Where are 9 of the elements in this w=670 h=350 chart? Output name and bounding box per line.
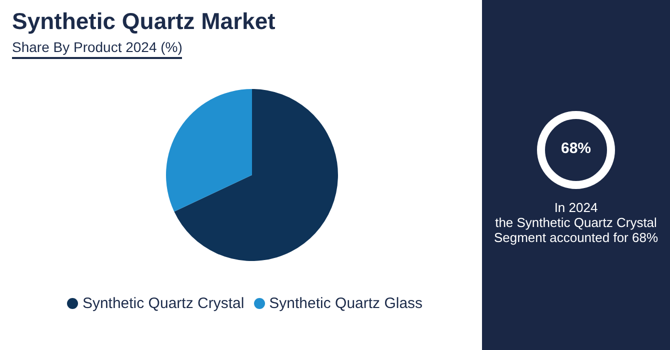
chart-title: Synthetic Quartz Market xyxy=(12,8,276,35)
pie-slice xyxy=(166,89,252,212)
chart-subtitle: Share By Product 2024 (%) xyxy=(12,39,182,59)
legend-label: Synthetic Quartz Glass xyxy=(269,295,423,312)
pie-slice xyxy=(174,89,338,261)
text: the Synthetic Quartz Crystal Segment accounted for 68% xyxy=(492,215,660,245)
text: 68% xyxy=(560,140,592,157)
legend-label: Synthetic Quartz Crystal xyxy=(82,295,244,312)
text: In 2024 xyxy=(553,200,599,215)
